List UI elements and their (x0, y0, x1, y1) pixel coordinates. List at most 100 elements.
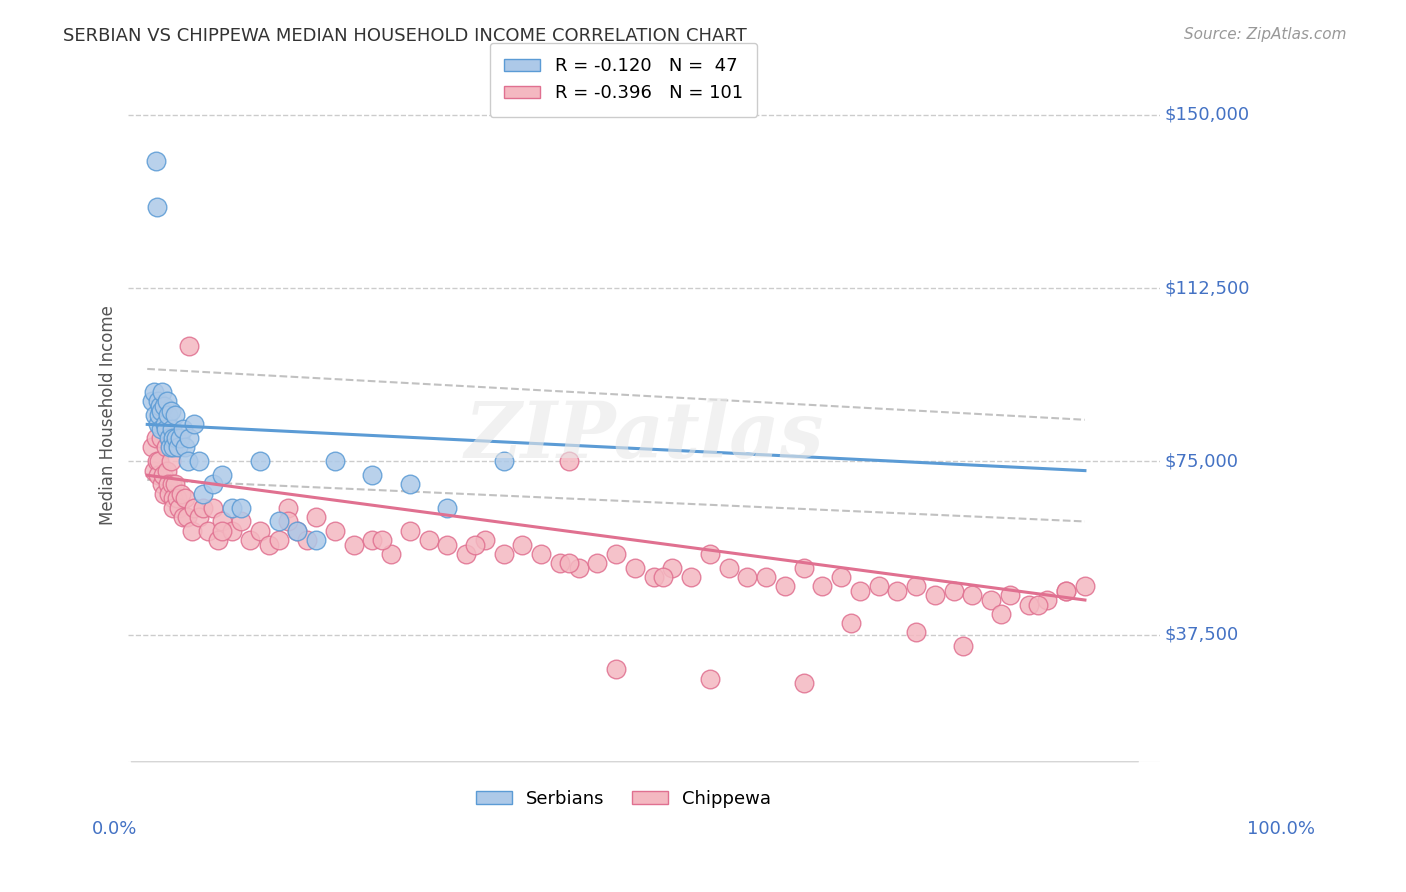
Point (905, 625, 928, 640)
Point (980, 593, 1002, 607)
Point (148, 468, 170, 483)
Point (849, 583, 872, 598)
Point (162, 441, 184, 455)
Point (990, 607, 1012, 621)
Point (267, 515, 290, 529)
Point (998, 588, 1021, 602)
Point (398, 477, 420, 491)
Point (1026, 598, 1049, 612)
Point (179, 431, 201, 445)
Point (211, 524, 233, 538)
Point (277, 500, 299, 515)
Point (172, 422, 194, 436)
Point (793, 560, 815, 574)
Point (924, 588, 946, 602)
Point (159, 403, 181, 417)
Point (454, 547, 477, 561)
Point (156, 477, 179, 491)
Point (150, 422, 173, 436)
Point (737, 570, 759, 584)
Point (160, 422, 183, 436)
Point (249, 454, 271, 468)
Point (143, 408, 166, 422)
Point (149, 399, 172, 413)
Point (699, 547, 721, 561)
Point (165, 408, 187, 422)
Point (962, 588, 984, 602)
Point (257, 537, 280, 551)
Point (142, 385, 165, 400)
Point (162, 500, 184, 515)
Point (193, 500, 215, 515)
Point (156, 394, 179, 409)
Point (148, 417, 170, 432)
Point (150, 431, 173, 445)
Text: ZIPatlas: ZIPatlas (464, 398, 824, 475)
Point (155, 422, 177, 436)
Point (170, 486, 193, 500)
Point (150, 403, 173, 417)
Point (492, 547, 515, 561)
Point (773, 579, 796, 593)
Point (193, 486, 215, 500)
Text: $150,000: $150,000 (1164, 106, 1250, 124)
Point (793, 676, 815, 690)
Point (157, 431, 180, 445)
Point (159, 454, 181, 468)
Point (952, 639, 974, 653)
Point (173, 441, 195, 455)
Point (1054, 583, 1077, 598)
Point (605, 547, 627, 561)
Point (905, 579, 928, 593)
Legend: Serbians, Chippewa: Serbians, Chippewa (468, 782, 779, 815)
Point (624, 560, 647, 574)
Point (173, 491, 195, 506)
Text: $75,000: $75,000 (1164, 452, 1239, 470)
Point (643, 570, 665, 584)
Point (165, 477, 187, 491)
Point (492, 454, 515, 468)
Point (141, 394, 163, 409)
Point (156, 464, 179, 478)
Point (172, 509, 194, 524)
Point (229, 500, 252, 515)
Point (699, 672, 721, 686)
Point (142, 464, 165, 478)
Point (152, 468, 174, 483)
Point (156, 408, 179, 422)
Point (201, 500, 224, 515)
Point (201, 477, 224, 491)
Point (558, 556, 581, 570)
Point (165, 431, 187, 445)
Point (1074, 579, 1097, 593)
Point (169, 431, 191, 445)
Point (717, 560, 740, 574)
Point (285, 524, 308, 538)
Point (157, 486, 180, 500)
Point (295, 533, 318, 547)
Point (464, 537, 486, 551)
Point (942, 583, 965, 598)
Point (548, 556, 571, 570)
Point (183, 500, 205, 515)
Point (221, 500, 243, 515)
Point (155, 441, 177, 455)
Text: $112,500: $112,500 (1164, 279, 1250, 297)
Point (150, 477, 173, 491)
Point (239, 533, 262, 547)
Point (221, 524, 243, 538)
Point (474, 533, 496, 547)
Point (211, 468, 233, 483)
Point (166, 491, 188, 506)
Point (160, 477, 183, 491)
Point (187, 509, 209, 524)
Point (323, 454, 346, 468)
Point (162, 431, 184, 445)
Point (145, 454, 167, 468)
Point (661, 560, 683, 574)
Point (229, 515, 252, 529)
Point (141, 441, 163, 455)
Point (830, 570, 852, 584)
Point (361, 468, 384, 483)
Point (568, 560, 591, 574)
